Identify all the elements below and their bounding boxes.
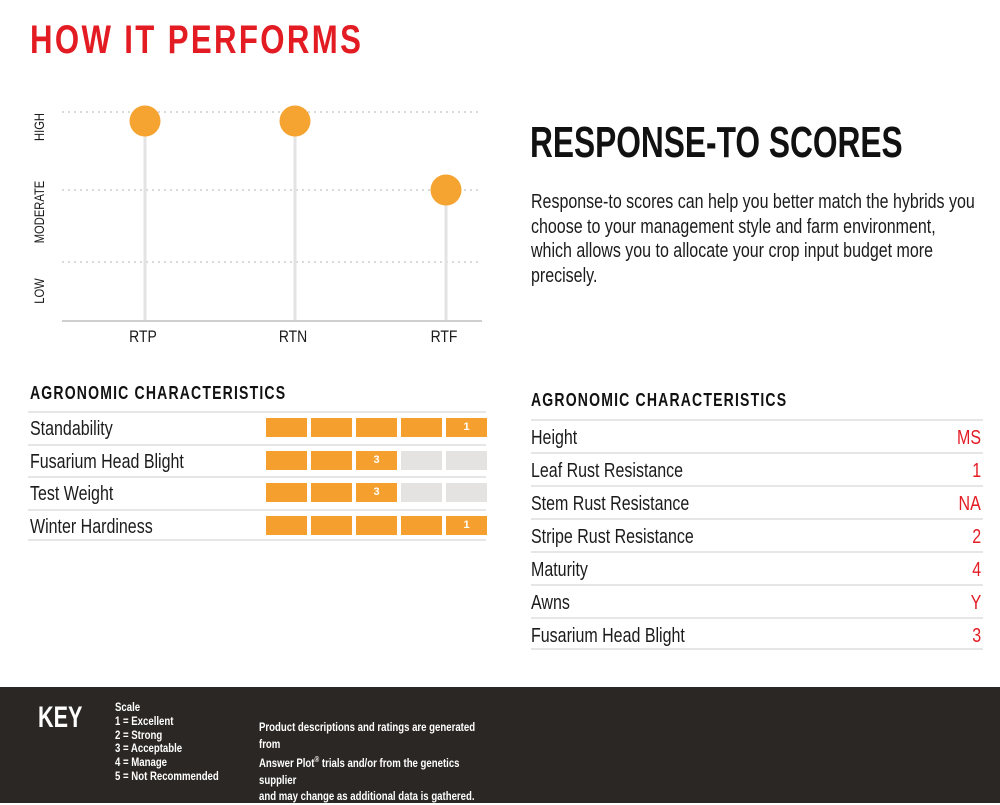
rating-segment <box>311 418 352 437</box>
rating-segment <box>401 483 442 502</box>
characteristic-value: MS <box>957 427 981 449</box>
bar-row-label: Winter Hardiness <box>30 515 153 538</box>
rating-segment <box>401 418 442 437</box>
disclaimer-line: and may change as additional data is gat… <box>259 789 475 803</box>
bar-row: Test Weight 3 <box>28 476 487 509</box>
x-axis-labels: RTP RTN RTF <box>129 328 457 347</box>
rating-segment <box>311 450 352 470</box>
characteristic-label: Leaf Rust Resistance <box>531 460 684 482</box>
rating-bar: 3 <box>266 450 487 470</box>
y-tick-label: MODERATE <box>32 181 47 244</box>
characteristic-row: Height MS <box>531 419 983 452</box>
bar-row: Fusarium Head Blight 3 <box>28 443 487 477</box>
characteristic-value: Y <box>970 592 981 614</box>
rating-segment <box>311 483 352 502</box>
disclaimer-line: Answer Plot® trials and/or from the gene… <box>259 752 499 788</box>
rating-segment <box>356 418 397 437</box>
rating-segment <box>266 483 307 502</box>
characteristic-label: Stem Rust Resistance <box>531 493 690 515</box>
bar-row: Standability 1 <box>28 411 487 444</box>
point-rtn <box>279 105 311 137</box>
key-title: KEY <box>38 701 83 734</box>
characteristic-row: Stripe Rust Resistance 2 <box>531 518 983 551</box>
response-to-title: RESPONSE-TO SCORES <box>530 118 903 167</box>
bar-row-label: Test Weight <box>30 483 114 505</box>
characteristic-label: Awns <box>531 592 570 614</box>
registered-mark: ® <box>314 755 320 764</box>
x-tick-label: RTN <box>279 328 307 347</box>
agronomic-list-table: Height MS Leaf Rust Resistance 1 Stem Rust R… <box>531 419 983 650</box>
response-to-chart: HIGH MODERATE LOW RTP RTN RTF <box>32 105 482 347</box>
agronomic-list-heading: AGRONOMIC CHARACTERISTICS <box>531 390 788 410</box>
scale-item: 4 = Manage <box>115 755 168 770</box>
agronomic-bars-table: Standability 1 Fusarium Head Blight 3 Test W… <box>28 411 487 541</box>
brand-name: Answer Plot <box>259 756 315 770</box>
characteristic-value: NA <box>958 493 981 515</box>
characteristic-row: Awns Y <box>531 584 983 617</box>
rating-segment <box>266 418 307 437</box>
rating-bar: 3 <box>266 483 487 502</box>
characteristic-label: Height <box>531 427 578 449</box>
scale-legend: Scale 1 = Excellent 2 = Strong 3 = Accep… <box>115 700 219 784</box>
characteristic-row: Leaf Rust Resistance 1 <box>531 452 983 485</box>
characteristic-row: Fusarium Head Blight 3 <box>531 617 983 650</box>
rating-segment <box>446 483 487 502</box>
scale-item: 3 = Acceptable <box>115 741 183 756</box>
characteristic-value: 4 <box>972 559 981 581</box>
scale-item: 5 = Not Recommended <box>115 768 219 783</box>
scale-item: 2 = Strong <box>115 727 163 742</box>
disclaimer-fragment: trials and/or from the genetics supplier <box>259 756 460 787</box>
chart-stems <box>143 121 448 321</box>
chart-grid <box>62 111 482 263</box>
rating-score: 1 <box>446 515 487 535</box>
characteristic-value: 2 <box>972 526 981 548</box>
y-axis-labels: HIGH MODERATE LOW <box>32 113 47 304</box>
x-tick-label: RTP <box>129 328 157 347</box>
y-tick-label: LOW <box>32 278 47 304</box>
rating-bar: 1 <box>266 418 487 437</box>
y-tick-label: HIGH <box>32 113 47 141</box>
characteristic-row: Stem Rust Resistance NA <box>531 485 983 518</box>
rating-segment <box>311 515 352 535</box>
rating-segment <box>401 450 442 470</box>
response-to-description: Response-to scores can help you better m… <box>531 191 975 287</box>
rating-segment <box>446 450 487 470</box>
scale-title: Scale <box>115 700 141 714</box>
characteristic-value: 3 <box>972 625 981 647</box>
chart-dots <box>129 105 462 206</box>
point-rtp <box>129 105 161 137</box>
bar-row: Winter Hardiness 1 <box>28 508 487 541</box>
point-rtf <box>430 174 462 206</box>
rating-segment <box>356 515 397 535</box>
scale-item: 1 = Excellent <box>115 713 174 728</box>
rating-score: 3 <box>356 483 397 502</box>
disclaimer-line: Product descriptions and ratings are gen… <box>259 720 476 751</box>
rating-segment <box>401 515 442 535</box>
rating-score: 1 <box>446 418 487 437</box>
characteristic-label: Stripe Rust Resistance <box>531 526 694 548</box>
x-tick-label: RTF <box>431 328 458 347</box>
rating-segment <box>266 450 307 470</box>
characteristic-value: 1 <box>972 460 981 482</box>
bar-row-label: Standability <box>30 418 113 440</box>
disclaimer-text: Product descriptions and ratings are gen… <box>259 719 499 805</box>
page-title: HOW IT PERFORMS <box>30 18 364 62</box>
rating-score: 3 <box>356 450 397 470</box>
agronomic-bars-heading: AGRONOMIC CHARACTERISTICS <box>30 383 287 403</box>
rating-bar: 1 <box>266 515 487 535</box>
characteristic-row: Maturity 4 <box>531 551 983 584</box>
characteristic-label: Maturity <box>531 559 588 581</box>
bar-row-label: Fusarium Head Blight <box>30 450 184 473</box>
rating-segment <box>266 515 307 535</box>
characteristic-label: Fusarium Head Blight <box>531 625 685 647</box>
key-footer: KEY Scale 1 = Excellent 2 = Strong 3 = A… <box>0 687 1000 803</box>
